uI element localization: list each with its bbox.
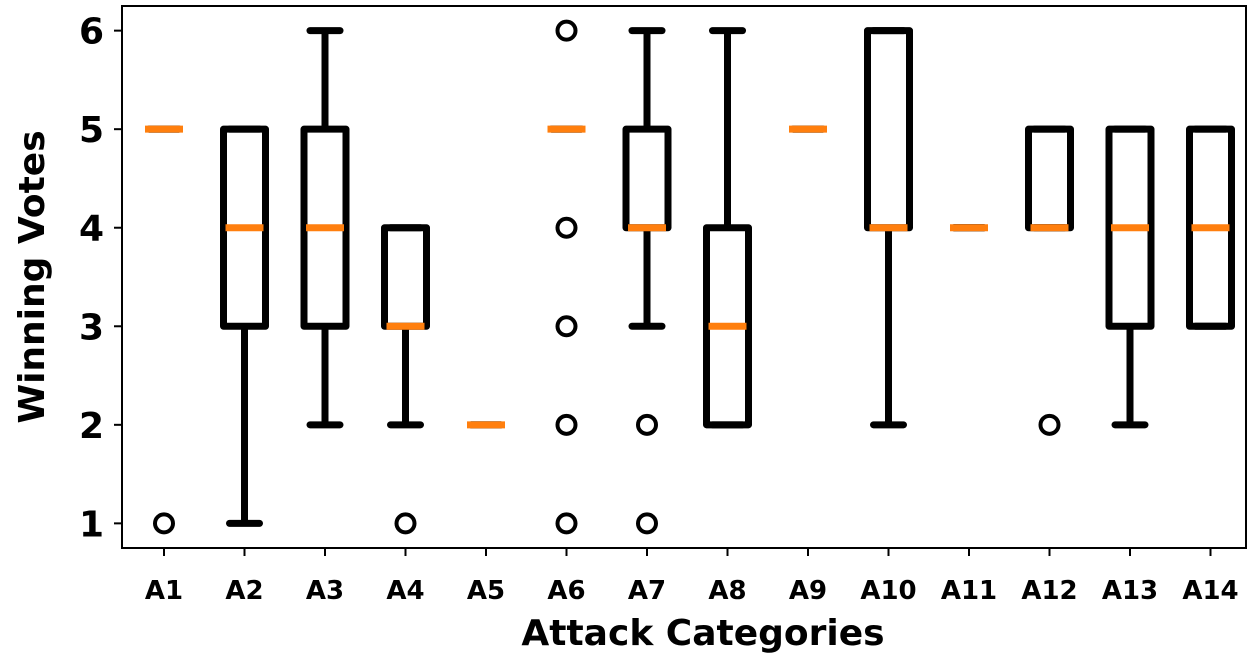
outlier-point bbox=[153, 512, 175, 535]
box-iqr bbox=[220, 125, 269, 330]
box-iqr bbox=[1025, 125, 1074, 232]
y-tick-label: 3 bbox=[79, 307, 104, 348]
box-iqr bbox=[1186, 125, 1235, 330]
x-axis-ticks: A1 A2 A3 A4 A5 A6 A7 A8 A9 A10 A11 A12 A13 A14 bbox=[145, 548, 1239, 606]
x-tick-label: A9 bbox=[789, 576, 827, 606]
outlier-point bbox=[394, 512, 417, 535]
box-a6 bbox=[547, 19, 586, 535]
x-tick-label: A7 bbox=[628, 576, 666, 606]
x-axis-label: Attack Categories bbox=[521, 613, 884, 654]
x-tick-label: A2 bbox=[225, 576, 263, 606]
x-tick-label: A1 bbox=[145, 576, 183, 606]
outlier-point bbox=[636, 512, 658, 535]
box-a13 bbox=[1105, 125, 1155, 429]
box-a10 bbox=[864, 27, 913, 429]
box-iqr bbox=[381, 224, 430, 330]
y-tick-label: 1 bbox=[79, 504, 104, 545]
outlier-point bbox=[555, 512, 578, 535]
outlier-point bbox=[555, 216, 578, 239]
plot-area bbox=[145, 19, 1235, 535]
outlier-point bbox=[555, 315, 578, 338]
y-tick-label: 4 bbox=[79, 209, 104, 250]
y-axis-label: Winning Votes bbox=[12, 130, 53, 423]
box-a14 bbox=[1186, 125, 1235, 330]
box-a2 bbox=[220, 125, 269, 527]
x-tick-label: A3 bbox=[306, 576, 344, 606]
box-iqr bbox=[622, 125, 672, 232]
x-tick-label: A5 bbox=[467, 576, 505, 606]
x-tick-label: A12 bbox=[1021, 576, 1077, 606]
x-tick-label: A13 bbox=[1102, 576, 1158, 606]
box-a7 bbox=[622, 27, 672, 535]
y-tick-label: 2 bbox=[79, 406, 104, 447]
y-tick-label: 6 bbox=[79, 12, 104, 53]
box-iqr bbox=[864, 27, 913, 232]
box-a3 bbox=[300, 27, 350, 429]
box-a8 bbox=[703, 27, 752, 429]
y-axis-ticks: 1 2 3 4 5 6 bbox=[79, 12, 122, 545]
outlier-point bbox=[1038, 413, 1061, 436]
box-a1 bbox=[145, 125, 183, 535]
outlier-point bbox=[636, 413, 658, 436]
x-tick-label: A8 bbox=[708, 576, 746, 606]
x-tick-label: A10 bbox=[860, 576, 916, 606]
outlier-point bbox=[555, 19, 578, 42]
x-tick-label: A11 bbox=[941, 576, 997, 606]
y-tick-label: 5 bbox=[79, 110, 104, 151]
x-tick-label: A6 bbox=[547, 576, 585, 606]
box-a12 bbox=[1025, 125, 1074, 436]
box-iqr bbox=[703, 224, 752, 429]
box-iqr bbox=[300, 125, 350, 330]
box-iqr bbox=[1105, 125, 1155, 330]
outlier-point bbox=[555, 413, 578, 436]
x-tick-label: A4 bbox=[386, 576, 424, 606]
x-tick-label: A14 bbox=[1182, 576, 1238, 606]
axes-frame bbox=[121, 5, 1247, 549]
box-a4 bbox=[381, 224, 430, 535]
